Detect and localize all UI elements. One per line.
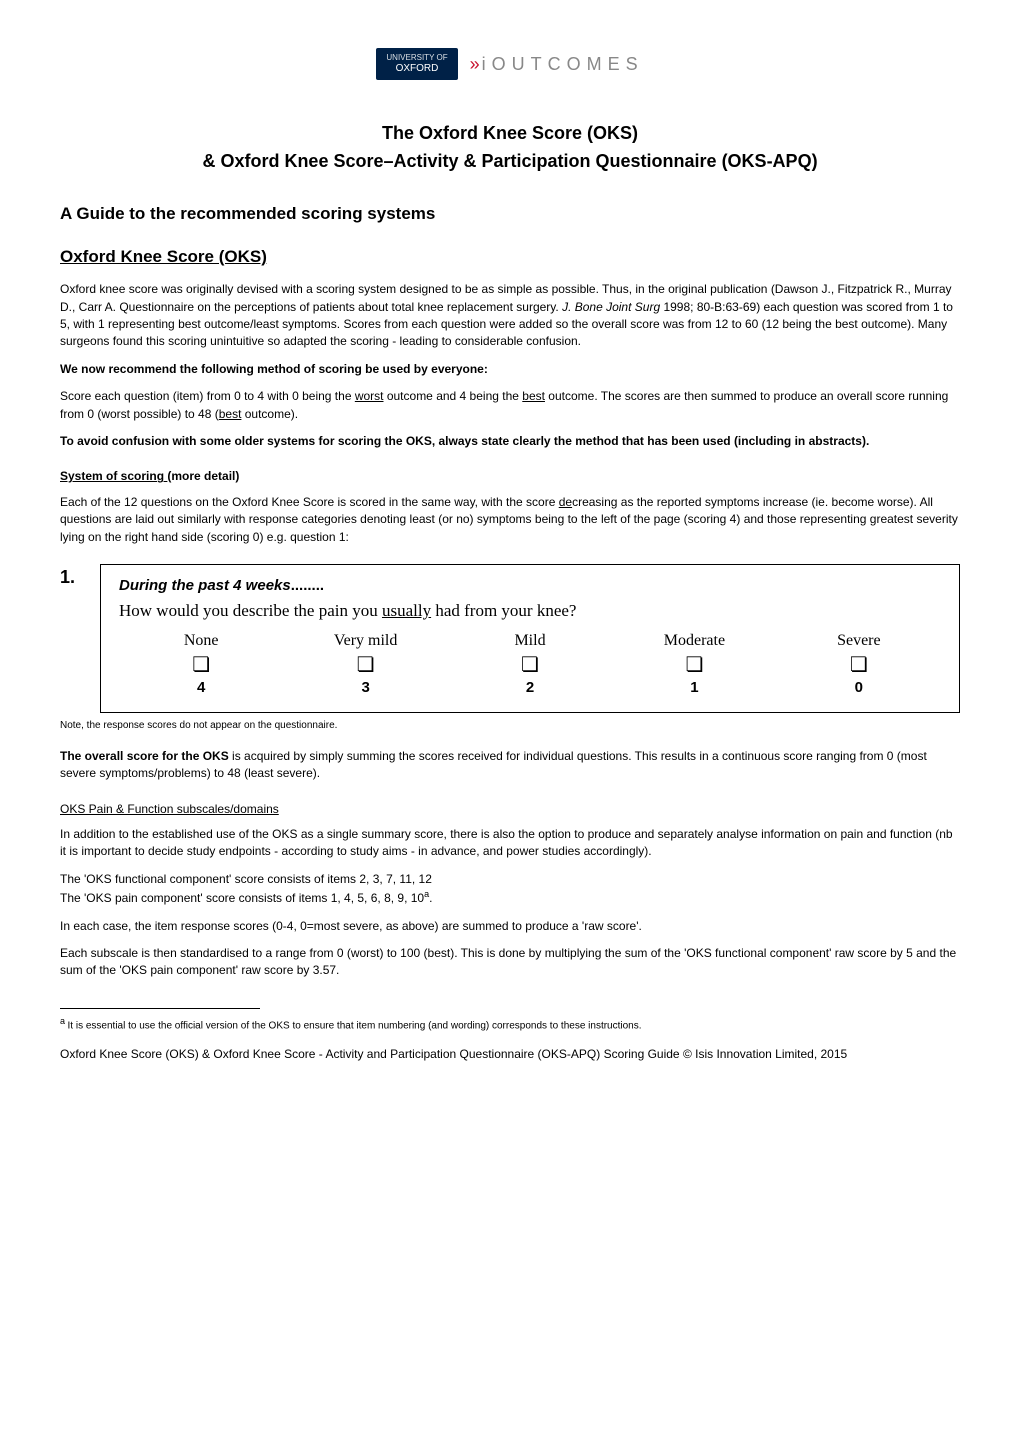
option-label: Moderate [612, 629, 776, 652]
avoid-confusion-note: To avoid confusion with some older syste… [60, 433, 960, 450]
standardise-paragraph: Each subscale is then standardised to a … [60, 945, 960, 980]
recommendation-paragraph: Score each question (item) from 0 to 4 w… [60, 388, 960, 423]
checkbox-icon: ❏ [612, 655, 776, 675]
qtext-b: had from your knee? [431, 601, 576, 620]
option-label: Severe [777, 629, 941, 652]
question-lead: During the past 4 weeks........ [119, 575, 941, 597]
footnote-text: It is essential to use the official vers… [68, 1020, 642, 1031]
option-score: 1 [612, 677, 776, 699]
question-options-row: None ❏ 4 Very mild ❏ 3 Mild ❏ 2 Moderate… [119, 629, 941, 698]
chevron-icon: » [470, 54, 480, 74]
oxford-shield: UNIVERSITY OF OXFORD [376, 48, 457, 80]
subscales-functional: The 'OKS functional component' score con… [60, 871, 960, 888]
option-score: 3 [283, 677, 447, 699]
brand-text: iOUTCOMES [482, 54, 644, 74]
sys-head-rest: (more detail) [167, 469, 239, 483]
option-severe: Severe ❏ 0 [777, 629, 941, 698]
question-text: How would you describe the pain you usua… [119, 599, 941, 624]
subscales-p1: In addition to the established use of th… [60, 826, 960, 861]
rec-underline-best-1: best [522, 389, 545, 403]
shield-bottom-text: OXFORD [386, 63, 447, 74]
footnote-separator [60, 1008, 260, 1009]
sys-text-a: Each of the 12 questions on the Oxford K… [60, 495, 559, 509]
raw-score-paragraph: In each case, the item response scores (… [60, 918, 960, 935]
option-moderate: Moderate ❏ 1 [612, 629, 776, 698]
sys-underline-de: de [559, 495, 572, 509]
section-heading-oks: Oxford Knee Score (OKS) [60, 245, 960, 270]
qtext-underline-usually: usually [382, 601, 431, 620]
shield-top-text: UNIVERSITY OF [386, 54, 447, 63]
checkbox-icon: ❏ [119, 655, 283, 675]
subscales-pain: The 'OKS pain component' score consists … [60, 888, 960, 907]
option-score: 0 [777, 677, 941, 699]
checkbox-icon: ❏ [777, 655, 941, 675]
lead-text: During the past 4 weeks [119, 577, 291, 594]
rec-text-d: outcome). [241, 407, 298, 421]
overall-score-paragraph: The overall score for the OKS is acquire… [60, 748, 960, 783]
intro-paragraph: Oxford knee score was originally devised… [60, 281, 960, 351]
guide-heading: A Guide to the recommended scoring syste… [60, 202, 960, 227]
qtext-a: How would you describe the pain you [119, 601, 382, 620]
lead-dots: ........ [291, 577, 324, 594]
system-of-scoring-heading: System of scoring (more detail) [60, 468, 960, 485]
page-title: The Oxford Knee Score (OKS) [60, 120, 960, 146]
rec-text-a: Score each question (item) from 0 to 4 w… [60, 389, 355, 403]
subscales-pain-text: The 'OKS pain component' score consists … [60, 891, 424, 905]
checkbox-icon: ❏ [283, 655, 447, 675]
overall-bold-lead: The overall score for the OKS [60, 749, 229, 763]
sys-head-underline: System of scoring [60, 469, 167, 483]
checkbox-icon: ❏ [448, 655, 612, 675]
ioutcomes-wordmark: »iOUTCOMES [470, 51, 644, 77]
option-mild: Mild ❏ 2 [448, 629, 612, 698]
option-very-mild: Very mild ❏ 3 [283, 629, 447, 698]
system-of-scoring-paragraph: Each of the 12 questions on the Oxford K… [60, 494, 960, 546]
footnote-sup: a [60, 1016, 68, 1026]
rec-underline-best-2: best [219, 407, 242, 421]
recommendation-heading: We now recommend the following method of… [60, 361, 960, 378]
option-score: 4 [119, 677, 283, 699]
subscales-heading: OKS Pain & Function subscales/domains [60, 801, 960, 818]
option-label: Mild [448, 629, 612, 652]
copyright: Oxford Knee Score (OKS) & Oxford Knee Sc… [60, 1046, 960, 1063]
subscales-pain-period: . [429, 891, 432, 905]
option-score: 2 [448, 677, 612, 699]
footnote: a It is essential to use the official ve… [60, 1015, 960, 1034]
option-label: Very mild [283, 629, 447, 652]
question-box: During the past 4 weeks........ How woul… [100, 564, 960, 713]
rec-text-b: outcome and 4 being the [384, 389, 523, 403]
example-question: 1. During the past 4 weeks........ How w… [60, 564, 960, 713]
question-note: Note, the response scores do not appear … [60, 719, 960, 734]
rec-underline-worst: worst [355, 389, 384, 403]
intro-journal-italic: J. Bone Joint Surg [562, 300, 660, 314]
option-label: None [119, 629, 283, 652]
page-subtitle: & Oxford Knee Score–Activity & Participa… [60, 148, 960, 174]
header-logo: UNIVERSITY OF OXFORD »iOUTCOMES [60, 48, 960, 80]
option-none: None ❏ 4 [119, 629, 283, 698]
question-number: 1. [60, 564, 84, 713]
